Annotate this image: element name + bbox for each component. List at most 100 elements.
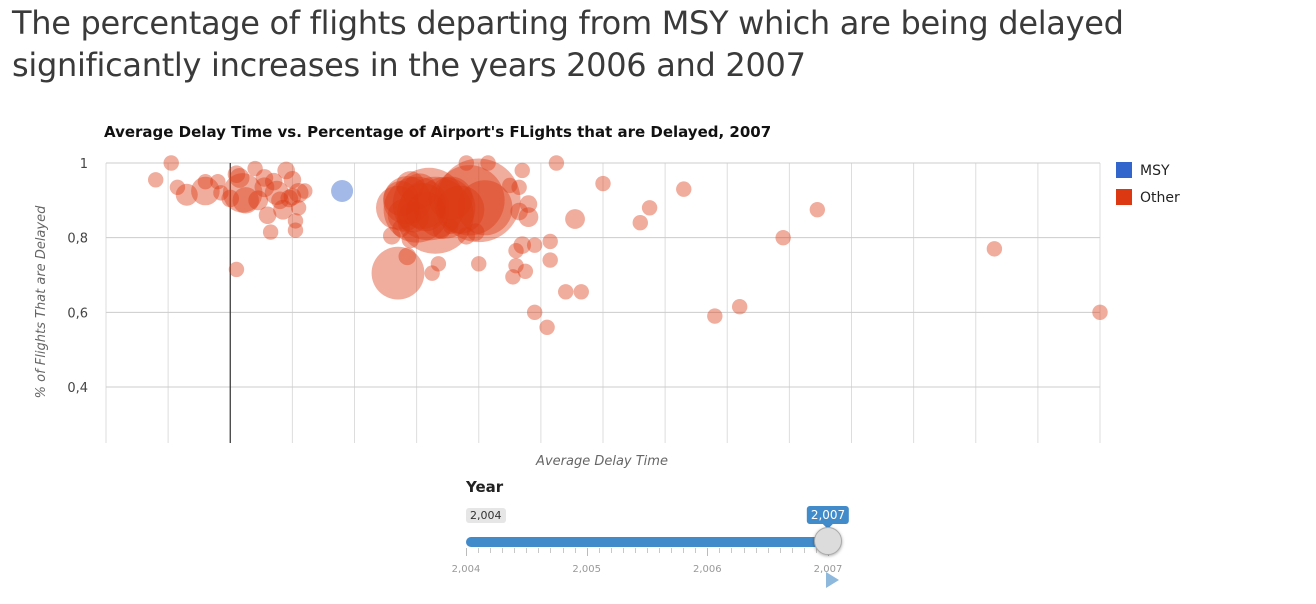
data-point-other[interactable] (221, 189, 240, 208)
data-point-other[interactable] (539, 319, 555, 335)
data-point-other[interactable] (271, 191, 289, 210)
data-point-other[interactable] (401, 230, 420, 249)
data-point-other[interactable] (548, 155, 565, 171)
data-point-other[interactable] (508, 257, 524, 274)
data-point-other[interactable] (280, 189, 299, 208)
data-point-other[interactable] (148, 172, 164, 188)
data-point-other[interactable] (457, 227, 476, 245)
data-point-other[interactable] (290, 200, 307, 216)
data-point-other[interactable] (283, 187, 302, 206)
data-point-other[interactable] (288, 182, 309, 203)
data-point-other[interactable] (247, 160, 263, 177)
data-point-other[interactable] (443, 218, 459, 235)
play-icon[interactable] (826, 572, 839, 588)
data-point-other[interactable] (707, 308, 723, 324)
data-point-other[interactable] (213, 185, 229, 201)
data-point-other[interactable] (986, 241, 1003, 257)
data-point-other[interactable] (558, 284, 574, 300)
data-point-other[interactable] (542, 252, 558, 268)
data-point-other[interactable] (255, 169, 274, 187)
data-point-other[interactable] (466, 223, 485, 241)
data-point-msy[interactable] (331, 180, 354, 202)
data-point-other[interactable] (526, 304, 543, 321)
data-point-other[interactable] (435, 185, 485, 234)
data-point-other[interactable] (396, 171, 425, 200)
data-point-other[interactable] (632, 215, 648, 231)
data-point-other[interactable] (511, 179, 527, 195)
data-point-other[interactable] (262, 224, 279, 240)
data-point-other[interactable] (458, 155, 475, 171)
data-point-other[interactable] (432, 221, 451, 239)
data-point-other[interactable] (163, 155, 179, 171)
data-point-other[interactable] (264, 180, 289, 205)
data-point-other[interactable] (434, 165, 505, 236)
data-point-other[interactable] (258, 206, 277, 225)
data-point-other[interactable] (573, 284, 589, 300)
data-point-other[interactable] (382, 227, 401, 245)
data-point-other[interactable] (248, 190, 269, 211)
data-point-other[interactable] (471, 256, 487, 272)
data-point-other[interactable] (169, 179, 186, 195)
data-point-other[interactable] (428, 176, 473, 221)
data-point-other[interactable] (502, 177, 518, 194)
data-point-other[interactable] (406, 191, 446, 232)
data-point-other[interactable] (517, 263, 534, 279)
data-point-other[interactable] (264, 172, 283, 191)
legend-label-msy[interactable]: MSY (1140, 163, 1170, 179)
data-point-other[interactable] (222, 173, 263, 213)
data-point-other[interactable] (210, 173, 226, 190)
data-point-other[interactable] (508, 243, 524, 259)
data-point-other[interactable] (480, 155, 496, 171)
data-point-other[interactable] (277, 161, 295, 180)
data-point-other[interactable] (392, 167, 466, 241)
data-point-other[interactable] (513, 236, 532, 254)
data-point-other[interactable] (526, 237, 543, 253)
data-point-other[interactable] (430, 256, 447, 272)
data-point-other[interactable] (518, 207, 539, 228)
data-point-other[interactable] (436, 158, 521, 243)
data-point-other[interactable] (175, 183, 198, 206)
data-point-other[interactable] (297, 183, 313, 199)
data-point-other[interactable] (383, 176, 432, 225)
data-point-other[interactable] (229, 168, 250, 188)
data-point-other[interactable] (232, 187, 259, 214)
data-point-other[interactable] (505, 269, 521, 285)
data-point-other[interactable] (542, 233, 558, 250)
data-point-other[interactable] (254, 177, 275, 198)
data-point-other[interactable] (519, 195, 538, 213)
data-point-other[interactable] (287, 213, 304, 229)
data-point-other[interactable] (457, 180, 513, 236)
legend-swatch-msy[interactable] (1116, 162, 1132, 178)
data-point-other[interactable] (399, 182, 446, 230)
data-point-other[interactable] (375, 185, 420, 230)
data-point-other[interactable] (398, 201, 429, 233)
data-point-other[interactable] (731, 299, 748, 315)
data-point-other[interactable] (228, 261, 245, 278)
data-point-other[interactable] (398, 247, 417, 266)
legend-swatch-other[interactable] (1116, 189, 1132, 205)
data-point-other[interactable] (641, 200, 658, 216)
data-point-other[interactable] (387, 198, 421, 232)
year-slider-handle[interactable] (814, 527, 842, 555)
data-point-other[interactable] (1092, 304, 1108, 321)
data-point-other[interactable] (676, 181, 692, 197)
data-point-other[interactable] (273, 199, 293, 220)
data-point-other[interactable] (809, 201, 826, 218)
data-point-other[interactable] (392, 219, 410, 238)
data-point-other[interactable] (775, 229, 791, 246)
data-point-other[interactable] (197, 173, 214, 190)
data-point-other[interactable] (383, 176, 450, 243)
data-point-other[interactable] (424, 265, 440, 281)
data-point-other[interactable] (510, 202, 528, 221)
data-point-other[interactable] (371, 246, 425, 300)
data-point-other[interactable] (227, 165, 246, 183)
data-point-other[interactable] (402, 173, 438, 209)
data-point-other[interactable] (514, 162, 530, 179)
data-point-other[interactable] (191, 176, 220, 206)
legend-label-other[interactable]: Other (1140, 190, 1180, 206)
data-point-other[interactable] (565, 209, 585, 229)
data-point-other[interactable] (595, 175, 611, 192)
data-point-other[interactable] (383, 180, 419, 217)
data-point-other[interactable] (287, 222, 304, 238)
data-point-other[interactable] (413, 177, 476, 239)
